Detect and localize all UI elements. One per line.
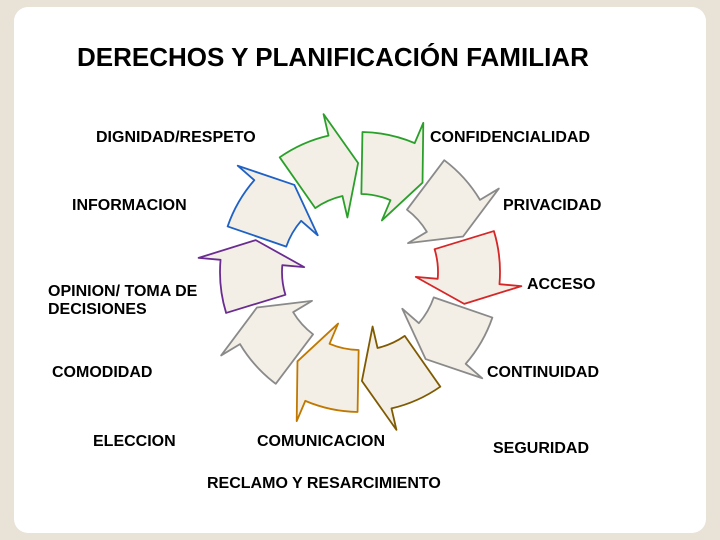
label-seguridad: SEGURIDAD [493,440,653,458]
label-informacion: INFORMACION [72,197,252,215]
label-eleccion: ELECCION [93,433,233,451]
label-opinion: OPINION/ TOMA DE DECISIONES [48,283,238,320]
label-confidencialidad: CONFIDENCIALIDAD [430,129,650,147]
cycle-diagram [0,0,720,540]
label-privacidad: PRIVACIDAD [503,197,683,215]
label-comodidad: COMODIDAD [52,364,212,382]
label-comunicacion: COMUNICACION [257,433,437,451]
label-dignidad: DIGNIDAD/RESPETO [96,129,296,147]
label-acceso: ACCESO [527,276,667,294]
page-root: DERECHOS Y PLANIFICACIÓN FAMILIAR DIGNID… [0,0,720,540]
label-reclamo: RECLAMO Y RESARCIMIENTO [207,475,527,493]
page-title: DERECHOS Y PLANIFICACIÓN FAMILIAR [77,42,589,73]
label-continuidad: CONTINUIDAD [487,364,667,382]
